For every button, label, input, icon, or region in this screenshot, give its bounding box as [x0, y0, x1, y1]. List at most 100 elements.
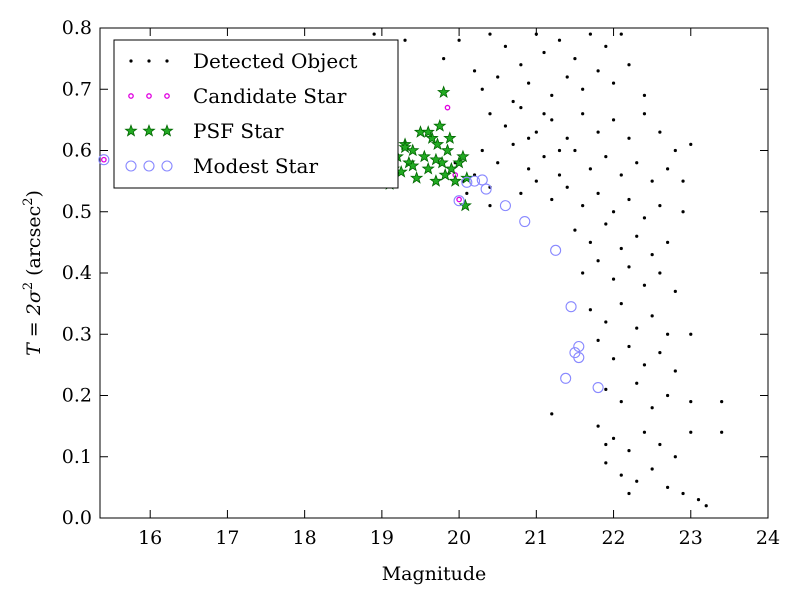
- psf-star-point: [425, 131, 439, 144]
- legend-markers: [124, 59, 174, 172]
- detected-object-point: [704, 504, 708, 508]
- detected-object-point: [550, 412, 554, 416]
- detected-object-point: [666, 393, 670, 398]
- detected-object-point: [635, 381, 639, 385]
- detected-object-point: [604, 44, 608, 48]
- legend-marker-candidate: [128, 93, 134, 99]
- psf-star-point: [406, 143, 420, 157]
- detected-object-point: [604, 155, 608, 159]
- y-axis-title: T = 2σ2(arcsec2): [21, 190, 45, 356]
- modest-star-point: [519, 216, 531, 228]
- detected-object-point: [604, 461, 608, 465]
- x-tick-label: 22: [601, 527, 625, 549]
- detected-object-point: [619, 473, 623, 477]
- detected-object-point: [611, 357, 616, 361]
- legend-label-candidate: Candidate Star: [193, 84, 347, 108]
- candidate-star-point: [101, 156, 107, 163]
- detected-object-point: [519, 106, 523, 110]
- detected-object-point: [457, 38, 461, 42]
- x-tick-label: 16: [138, 527, 162, 549]
- y-tick-label: 0.5: [62, 201, 92, 223]
- legend-marker-psf: [124, 124, 138, 137]
- psf-star-point: [417, 149, 431, 163]
- detected-object-point: [527, 81, 531, 85]
- y-axis-title-paren: (arcsec: [23, 206, 45, 276]
- psf-star-point: [443, 131, 457, 144]
- detected-object-point: [642, 363, 647, 367]
- detected-object-point: [550, 197, 554, 202]
- y-axis-title-close: ): [23, 190, 45, 197]
- candidate-star-point: [456, 196, 462, 203]
- detected-object-point: [604, 387, 608, 391]
- detected-object-point: [480, 87, 484, 91]
- detected-object-point: [627, 449, 631, 453]
- detected-object-point: [681, 210, 685, 214]
- legend: Detected Object Candidate Star PSF Star …: [113, 39, 399, 189]
- detected-object-point: [565, 136, 569, 140]
- detected-object-point: [666, 240, 670, 244]
- detected-object-point: [642, 283, 647, 287]
- candidate-star-series: [101, 104, 462, 203]
- y-axis-title-prefix: T = 2σ: [23, 289, 45, 356]
- detected-object-point: [673, 148, 677, 153]
- detected-object-point: [720, 400, 724, 404]
- legend-marker-candidate: [164, 93, 170, 99]
- legend-marker-psf: [160, 124, 174, 137]
- detected-object-point: [650, 406, 654, 410]
- data-marks: [98, 32, 724, 508]
- detected-object-point: [596, 424, 600, 428]
- detected-object-point: [511, 99, 515, 104]
- detected-object-point: [534, 130, 538, 134]
- legend-marker-detected: [147, 59, 151, 63]
- x-tick-label: 18: [293, 527, 317, 549]
- detected-object-point: [565, 185, 569, 189]
- detected-object-point: [588, 240, 592, 244]
- detected-object-point: [472, 69, 477, 73]
- detected-object-point: [642, 112, 647, 116]
- x-tick-label: 23: [679, 527, 703, 549]
- y-tick-label: 0.4: [62, 262, 92, 284]
- y-tick-label: 0.3: [62, 323, 92, 345]
- detected-object-point: [658, 204, 662, 208]
- y-tick-label: 0.0: [62, 507, 92, 529]
- psf-star-point: [421, 161, 435, 175]
- axis-ticks: [100, 27, 769, 519]
- detected-object-point: [642, 430, 647, 434]
- legend-label-detected: Detected Object: [193, 49, 357, 73]
- detected-object-point: [534, 179, 538, 183]
- detected-object-point: [658, 130, 662, 134]
- y-axis-title-sup1: 2: [21, 282, 36, 290]
- detected-object-point: [596, 69, 600, 73]
- detected-object-point: [666, 332, 670, 336]
- psf-star-point: [430, 137, 445, 151]
- detected-object-point: [488, 204, 492, 208]
- detected-object-point: [465, 191, 469, 195]
- y-tick-label: 0.6: [62, 140, 92, 162]
- detected-object-point: [619, 400, 623, 404]
- detected-object-point: [635, 161, 639, 165]
- detected-object-point: [658, 351, 662, 355]
- y-tick-label: 0.2: [62, 385, 92, 407]
- detected-object-point: [650, 253, 654, 257]
- x-tick-label: 24: [756, 527, 780, 549]
- detected-object-point: [488, 112, 492, 116]
- detected-object-point: [596, 191, 600, 195]
- detected-object-point: [573, 228, 577, 232]
- svg-text:T = 2σ2(arcsec2): T = 2σ2(arcsec2): [21, 190, 45, 356]
- legend-marker-modest: [143, 160, 155, 172]
- psf-star-point: [429, 174, 443, 187]
- detected-object-point: [442, 57, 446, 61]
- modest-star-point: [565, 301, 577, 313]
- detected-object-point: [604, 442, 608, 447]
- detected-object-point: [689, 142, 693, 146]
- detected-object-point: [496, 161, 500, 165]
- detected-object-point: [519, 63, 523, 67]
- legend-marker-candidate: [146, 93, 152, 99]
- legend-marker-psf: [142, 124, 156, 137]
- detected-object-point: [611, 118, 616, 122]
- psf-star-point: [437, 85, 451, 98]
- detected-object-point: [611, 277, 616, 281]
- detected-object-point: [550, 118, 554, 122]
- detected-object-point: [588, 32, 592, 36]
- detected-object-point: [542, 112, 546, 116]
